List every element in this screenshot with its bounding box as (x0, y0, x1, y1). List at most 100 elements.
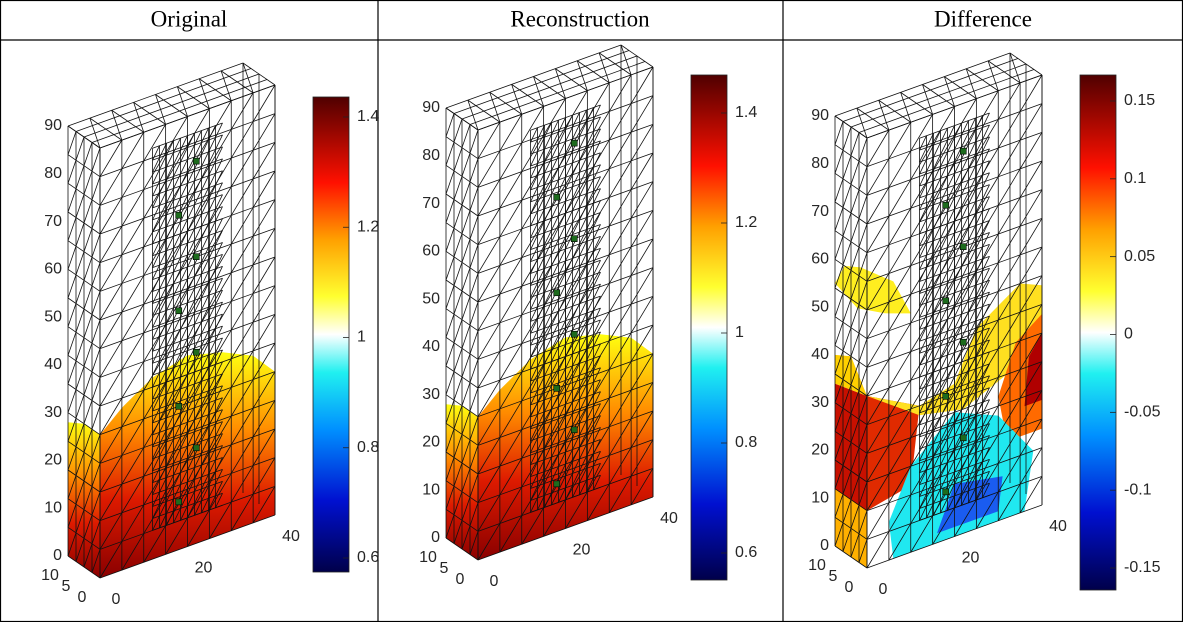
mesh-line (166, 295, 174, 311)
mesh-line (187, 479, 195, 495)
mesh-line (997, 168, 1021, 206)
mesh-line (630, 210, 654, 248)
mesh-line (975, 198, 983, 214)
mesh-line (230, 465, 254, 503)
mesh-line (230, 322, 254, 359)
mesh-line (143, 525, 166, 563)
mesh-line (180, 302, 188, 318)
mesh-line (968, 153, 976, 169)
mesh-line (215, 457, 223, 473)
mesh-line (83, 343, 93, 367)
mesh-line (551, 167, 559, 183)
mesh-line (572, 243, 580, 259)
mesh-line (586, 382, 594, 397)
mesh-line (961, 120, 969, 136)
mesh-line (961, 454, 969, 470)
mesh-line (180, 254, 188, 270)
mesh-line (180, 171, 188, 187)
colorbar-tick-label: 0.6 (357, 549, 379, 566)
mesh-line (975, 306, 983, 322)
mesh-line (586, 298, 594, 314)
mesh-line (940, 151, 948, 167)
mesh-line (947, 316, 955, 332)
mesh-line (866, 473, 890, 511)
mesh-line (208, 244, 216, 260)
mesh-line (208, 149, 216, 165)
mesh-line (572, 387, 580, 402)
mesh-line (75, 165, 85, 189)
mesh-line (537, 435, 545, 451)
mesh-line (173, 364, 181, 380)
mesh-line (579, 217, 587, 233)
mesh-line (215, 230, 223, 246)
z-tick-label: 10 (44, 499, 62, 516)
mesh-line (159, 250, 167, 266)
mesh-line (530, 366, 538, 382)
mesh-line (551, 490, 559, 506)
mesh-line (166, 236, 174, 251)
mesh-line (558, 332, 566, 348)
mesh-line (461, 124, 471, 148)
mesh-line (537, 363, 545, 379)
mesh-line (469, 416, 479, 440)
mesh-line (954, 397, 962, 413)
mesh-line (469, 502, 479, 526)
mesh-line (586, 405, 594, 421)
mesh-line (159, 369, 167, 385)
mesh-line (165, 460, 188, 498)
mesh-line (954, 98, 977, 136)
mesh-line (586, 167, 594, 182)
mesh-line (932, 450, 955, 488)
mesh-line (975, 366, 983, 382)
mesh-line (544, 433, 552, 448)
mesh-line (445, 228, 455, 252)
mesh-line (558, 463, 566, 479)
mesh-line (926, 156, 934, 172)
mesh-line (159, 298, 167, 314)
mesh-line (187, 132, 195, 148)
mesh-line (565, 377, 573, 393)
mesh-line (850, 390, 860, 414)
mesh-line (940, 127, 948, 143)
mesh-line (252, 228, 276, 266)
mesh-line (187, 276, 195, 292)
electrode (192, 157, 200, 165)
mesh-line (982, 387, 990, 403)
mesh-line (997, 82, 1021, 120)
mesh-line (608, 189, 632, 227)
mesh-line (99, 283, 123, 321)
mesh-line (477, 437, 501, 475)
mesh-line (99, 483, 123, 521)
column-header: Original (151, 6, 228, 31)
mesh-line (558, 129, 566, 145)
mesh-line (91, 79, 268, 143)
mesh-line (997, 111, 1021, 149)
mesh-line (165, 116, 188, 154)
mesh-line (975, 473, 983, 489)
mesh-line (565, 306, 573, 321)
mesh-line (586, 453, 594, 469)
mesh-line (842, 126, 852, 151)
mesh-line (850, 247, 860, 271)
mesh-line (477, 179, 501, 217)
mesh-line (842, 212, 852, 237)
mesh-line (586, 202, 594, 218)
mesh-line (143, 267, 166, 305)
mesh-line (954, 241, 977, 279)
mesh-line (180, 147, 188, 163)
mesh-line (954, 278, 962, 294)
mesh-line (975, 163, 983, 178)
mesh-line (968, 368, 976, 384)
mesh-line (961, 227, 969, 243)
mesh-line (608, 447, 632, 485)
mesh-line (201, 187, 209, 203)
mesh-line (215, 409, 223, 425)
mesh-line (143, 382, 166, 420)
mesh-line (194, 214, 202, 229)
mesh-line (850, 419, 860, 443)
mesh-line (194, 405, 202, 420)
mesh-line (445, 486, 455, 510)
mesh-line (230, 379, 254, 417)
mesh-line (469, 387, 479, 412)
mesh-line (947, 304, 955, 320)
